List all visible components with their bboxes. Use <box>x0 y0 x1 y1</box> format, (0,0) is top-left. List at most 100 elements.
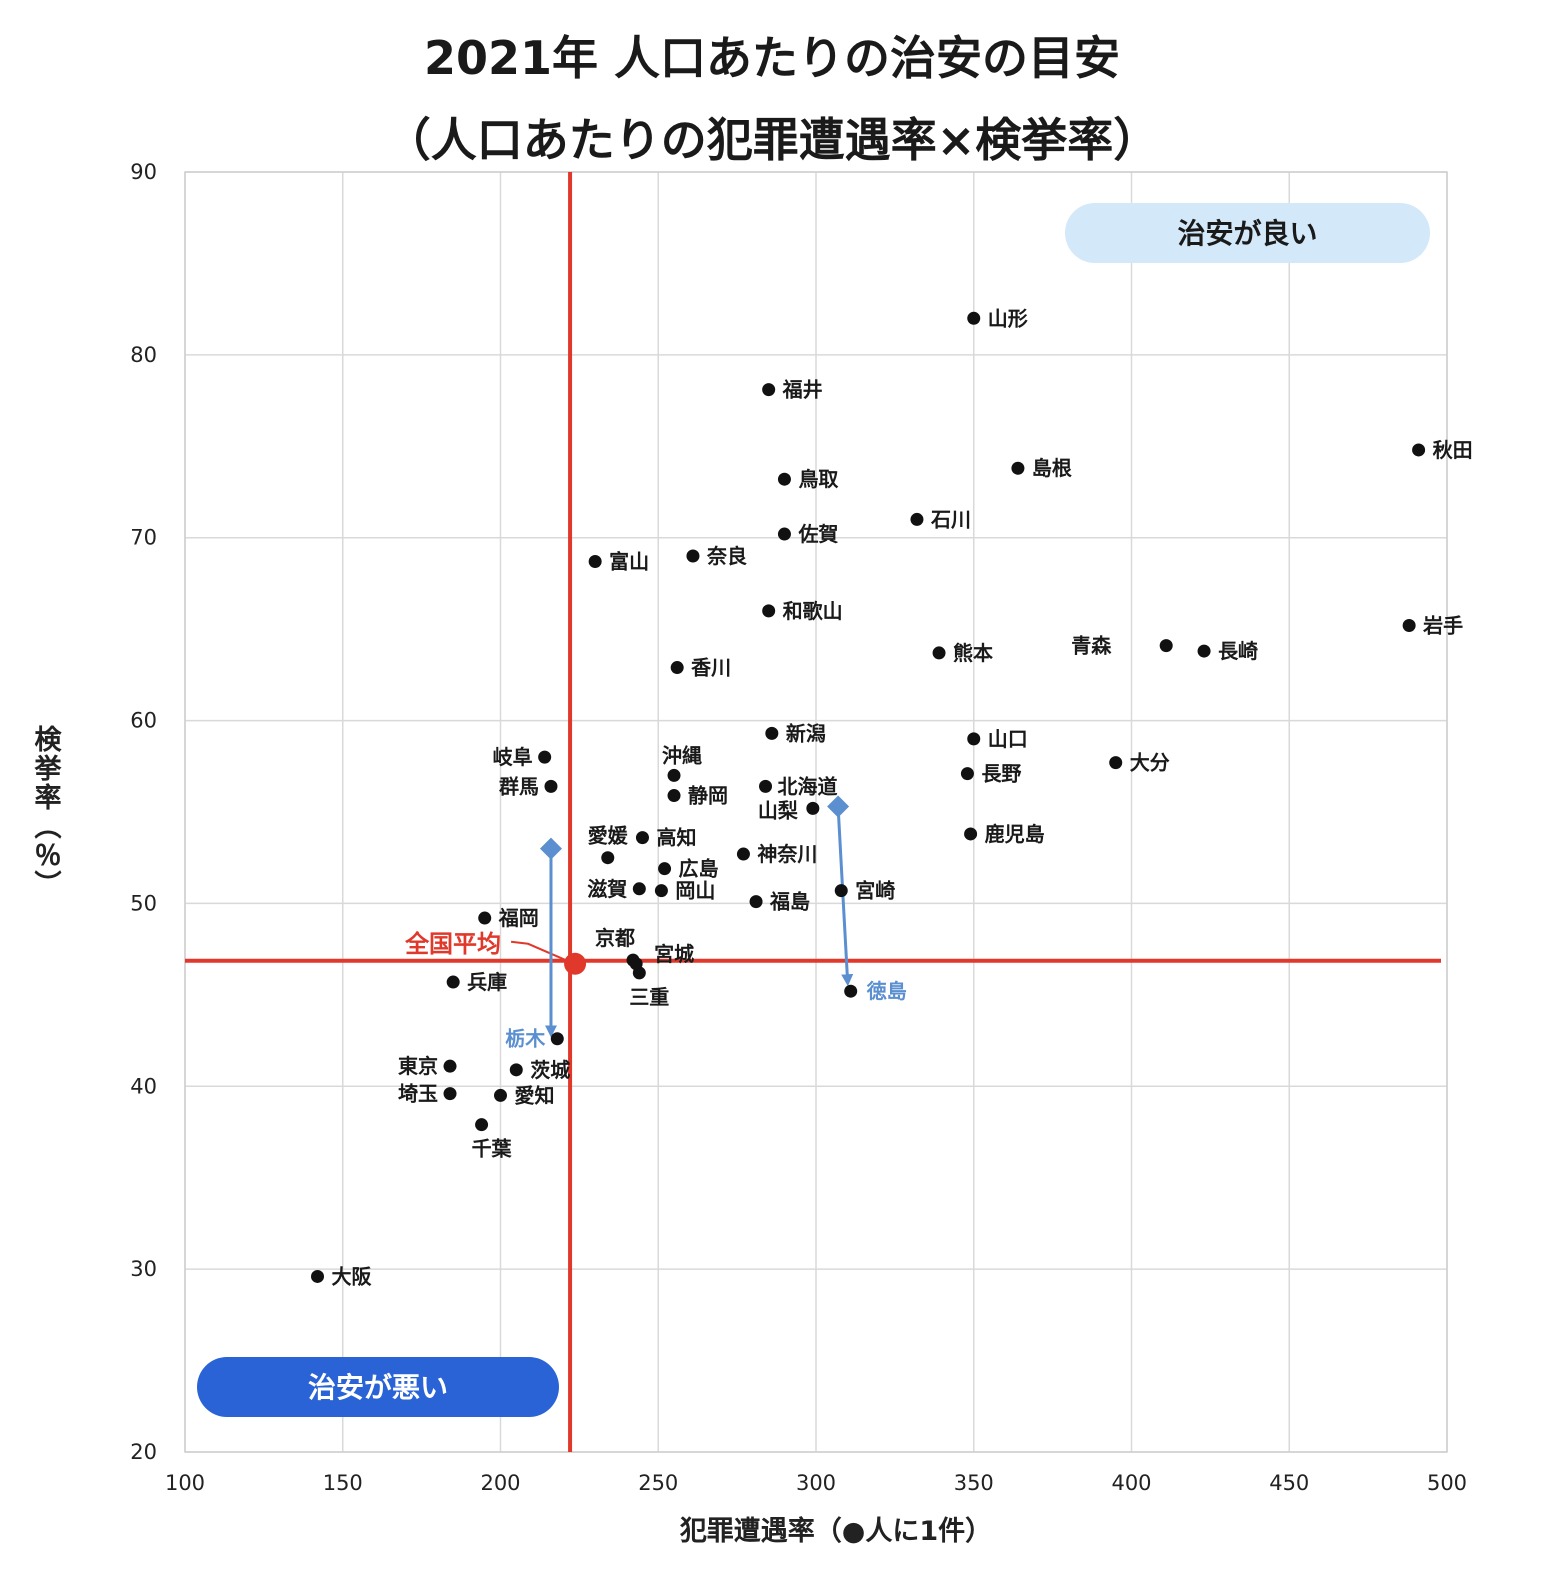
axis-ticks: 100 150 200 250 300 350 400 450 500 20 30 40 50 60 70 8… <box>130 160 1467 1495</box>
data-point <box>777 472 791 486</box>
data-point <box>544 779 558 793</box>
good-badge-label: 治安が良い <box>1177 217 1317 250</box>
point-label: 埼玉 <box>398 1082 438 1106</box>
data-point <box>759 779 773 793</box>
point-label: 岡山 <box>675 879 715 903</box>
data-point <box>601 851 615 865</box>
point-label: 千葉 <box>472 1137 513 1161</box>
y-tick-label: 50 <box>130 891 157 915</box>
data-point <box>844 984 858 998</box>
point-label: 栃木 <box>505 1027 546 1051</box>
highlight-diamond <box>539 837 562 860</box>
data-point <box>1011 461 1025 475</box>
data-point <box>443 1059 457 1073</box>
point-label: 高知 <box>656 826 696 850</box>
data-point <box>806 801 820 815</box>
point-label: 大分 <box>1130 751 1170 775</box>
point-label: 和歌山 <box>783 599 843 623</box>
data-point <box>762 604 776 618</box>
data-point <box>910 512 924 526</box>
point-label: 北海道 <box>778 774 838 798</box>
bad-badge-label: 治安が悪い <box>308 1371 448 1404</box>
y-tick-label: 90 <box>130 160 157 184</box>
data-point <box>658 862 672 876</box>
x-tick-label: 150 <box>323 1471 363 1495</box>
x-tick-label: 350 <box>954 1471 994 1495</box>
data-point <box>509 1063 523 1077</box>
point-label: 滋賀 <box>587 877 627 901</box>
data-point <box>967 311 981 325</box>
point-label: 石川 <box>930 507 971 531</box>
point-label: 奈良 <box>706 544 747 568</box>
point-label: 東京 <box>398 1054 438 1078</box>
x-tick-label: 200 <box>480 1471 520 1495</box>
data-point <box>494 1088 507 1102</box>
point-label: 青森 <box>1071 634 1112 658</box>
average-label: 全国平均 <box>404 930 501 958</box>
point-label: 香川 <box>691 656 731 680</box>
point-label: 福岡 <box>498 906 539 930</box>
data-point <box>311 1269 325 1283</box>
x-axis-label: 犯罪遭遇率（●人に1件） <box>680 1515 992 1547</box>
data-point <box>588 554 602 568</box>
data-point <box>960 767 974 781</box>
data-point <box>686 549 700 563</box>
point-label: 山形 <box>988 306 1028 330</box>
plot-frame <box>184 171 1448 1453</box>
y-tick-label: 30 <box>130 1257 157 1281</box>
good-badge <box>1065 203 1430 263</box>
data-point <box>443 1087 457 1101</box>
point-label: 岐阜 <box>493 745 533 769</box>
point-label: 神奈川 <box>757 842 817 866</box>
point-label: 富山 <box>609 549 649 573</box>
data-point <box>670 661 684 675</box>
y-tick-label: 40 <box>130 1074 157 1098</box>
data-point <box>478 911 492 925</box>
point-label: 福井 <box>782 378 823 402</box>
y-tick-label: 60 <box>130 709 157 733</box>
data-point <box>667 789 681 803</box>
data-point <box>964 827 978 841</box>
point-label: 佐賀 <box>797 522 838 546</box>
point-label: 静岡 <box>688 784 728 808</box>
y-tick-label: 80 <box>130 343 157 367</box>
data-point <box>932 646 946 660</box>
point-label: 大阪 <box>332 1264 373 1288</box>
data-point <box>667 768 681 782</box>
point-label: 秋田 <box>1433 438 1473 462</box>
point-label: 京都 <box>595 926 635 950</box>
data-point <box>1159 639 1173 653</box>
data-point <box>736 847 750 861</box>
data-point <box>635 831 649 845</box>
data-point <box>654 884 668 898</box>
point-label: 宮崎 <box>855 879 895 903</box>
point-label: 群馬 <box>498 774 539 798</box>
point-label: 岩手 <box>1422 613 1463 637</box>
x-tick-label: 300 <box>796 1471 836 1495</box>
point-label: 愛媛 <box>588 824 629 848</box>
y-axis-label: 検挙率（％） <box>30 725 63 899</box>
x-tick-label: 250 <box>638 1471 678 1495</box>
point-label: 山口 <box>988 727 1028 751</box>
point-label: 兵庫 <box>467 970 507 994</box>
data-point <box>632 966 646 980</box>
data-point <box>475 1118 489 1132</box>
bad-badge <box>197 1357 559 1417</box>
point-label: 島根 <box>1032 456 1072 480</box>
point-label: 茨城 <box>530 1058 570 1082</box>
data-point <box>762 383 776 397</box>
x-tick-label: 100 <box>165 1471 205 1495</box>
point-label: 鹿児島 <box>985 822 1045 846</box>
data-point <box>967 732 981 746</box>
data-point <box>632 882 646 896</box>
data-point <box>446 975 460 989</box>
point-label: 熊本 <box>953 641 993 665</box>
point-label: 長崎 <box>1218 639 1258 663</box>
point-label: 愛知 <box>515 1083 555 1107</box>
point-label: 沖縄 <box>662 743 702 767</box>
point-label: 鳥取 <box>798 467 838 491</box>
y-tick-label: 20 <box>130 1440 157 1464</box>
data-point <box>834 884 848 898</box>
chart-subtitle: （人口あたりの犯罪遭遇率×検挙率） <box>384 113 1160 167</box>
